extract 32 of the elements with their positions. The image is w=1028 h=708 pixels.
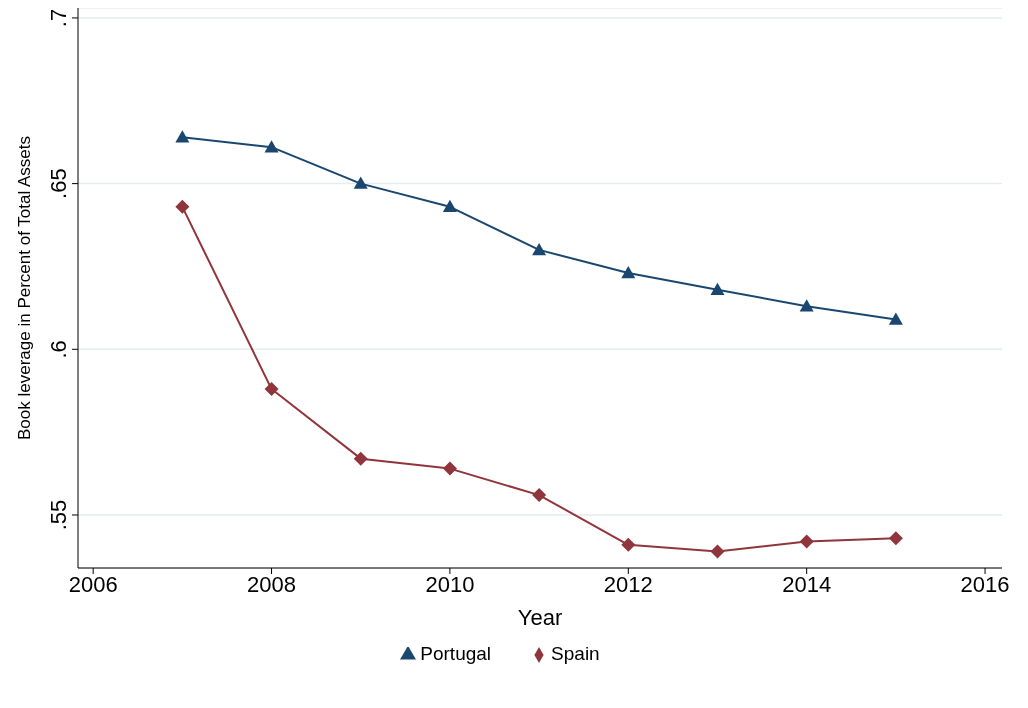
point xyxy=(442,461,457,476)
x-tick-label: 2008 xyxy=(247,571,297,597)
point xyxy=(888,531,903,546)
point xyxy=(353,451,368,466)
point xyxy=(621,266,636,279)
x-tick-label: 2012 xyxy=(603,571,653,597)
point xyxy=(888,312,903,325)
legend-label: Portugal xyxy=(420,643,492,664)
point xyxy=(353,176,368,189)
point xyxy=(532,242,547,256)
point xyxy=(799,534,814,549)
point xyxy=(175,199,190,214)
point xyxy=(621,537,636,552)
y-axis-title: Book leverage in Percent of Total Assets xyxy=(15,136,35,440)
legend-label: Spain xyxy=(551,643,600,664)
x-tick-label: 2014 xyxy=(782,571,832,597)
point xyxy=(264,382,279,397)
y-tick-label: .55 xyxy=(46,499,71,531)
x-tick-label: 2006 xyxy=(68,571,118,597)
point xyxy=(799,299,814,312)
point xyxy=(710,544,725,559)
point xyxy=(175,130,190,143)
y-tick-label: .7 xyxy=(46,8,71,28)
point xyxy=(264,140,279,153)
y-tick-label: .65 xyxy=(46,168,71,199)
point xyxy=(532,488,547,503)
y-tick-label: .6 xyxy=(46,340,71,359)
x-axis-title: Year xyxy=(517,605,563,630)
x-tick-label: 2016 xyxy=(960,571,1010,597)
point xyxy=(710,282,725,295)
point xyxy=(442,199,457,213)
x-tick-label: 2010 xyxy=(425,571,475,597)
